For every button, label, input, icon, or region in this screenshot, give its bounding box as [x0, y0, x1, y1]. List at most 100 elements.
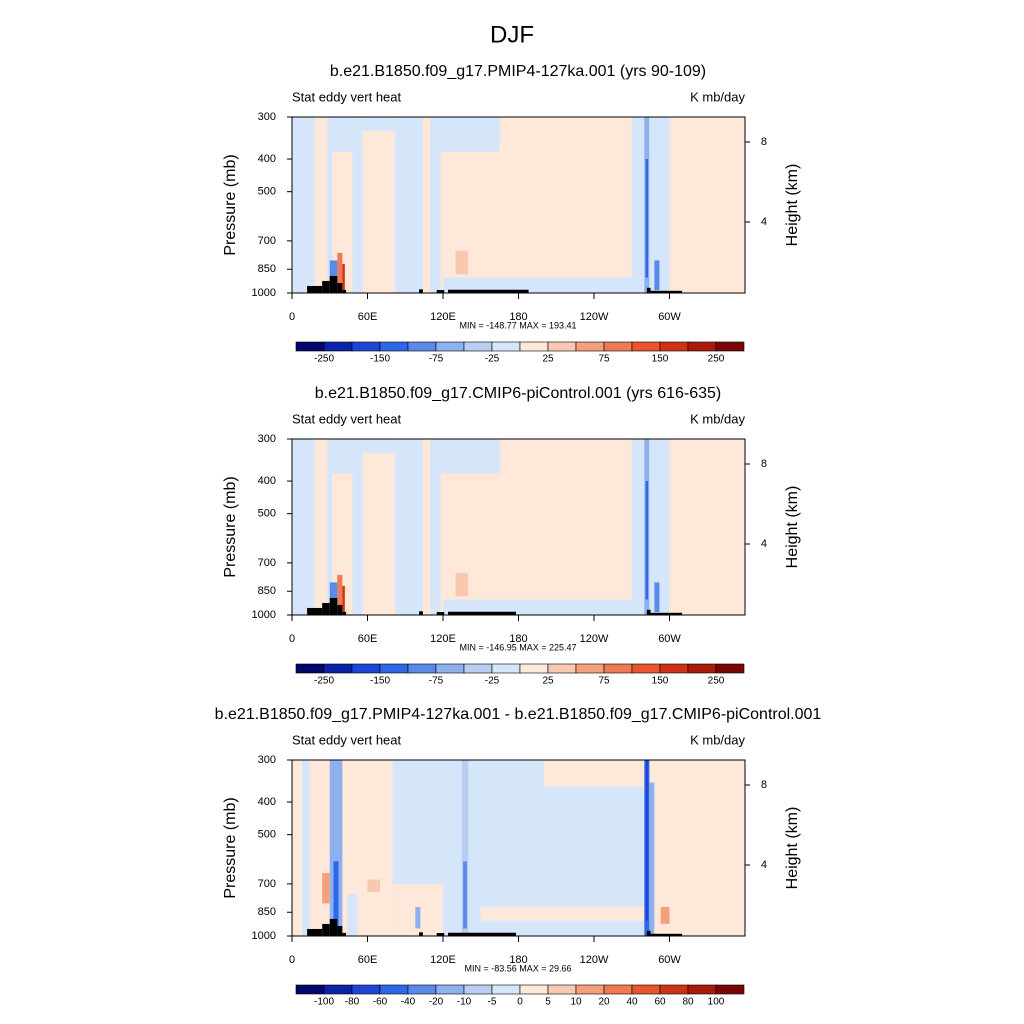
contour-fill	[650, 290, 683, 293]
contour-fill	[419, 611, 423, 615]
contour-fill	[669, 439, 745, 615]
x-tick-label: 60E	[358, 311, 378, 323]
contour-fill	[327, 117, 333, 293]
x-tick-label: 0	[289, 633, 295, 645]
contour-fill	[367, 879, 381, 892]
colorbar-box	[491, 984, 521, 995]
colorbar-label: 20	[598, 997, 610, 1008]
colorbar-label: -25	[485, 354, 500, 365]
contour-fill	[654, 260, 660, 291]
contour-fill	[327, 439, 333, 615]
colorbar-label: -250	[314, 354, 334, 365]
contour-fill	[660, 906, 670, 924]
contour-fill	[480, 906, 645, 921]
colorbar-label: 150	[652, 676, 669, 687]
colorbar-label: -150	[370, 676, 390, 687]
y-tick-label: 1000	[252, 930, 276, 942]
x-tick-label: 60W	[658, 311, 681, 323]
contour-fill	[307, 928, 323, 936]
x-tick-label: 0	[289, 311, 295, 323]
min-max-stats: MIN = -83.56 MAX = 29.66	[464, 963, 571, 973]
y-tick-label: 500	[258, 829, 276, 841]
contour-fill	[463, 861, 467, 929]
colorbar-box	[547, 341, 577, 352]
left-string: Stat eddy vert heat	[292, 732, 402, 747]
colorbar-box	[715, 984, 745, 995]
x-tick-label: 180	[509, 954, 527, 966]
y-tick-label: 400	[258, 475, 276, 487]
x-tick-label: 60W	[658, 633, 681, 645]
contour-fill	[631, 439, 645, 615]
y-tick-label: 850	[258, 263, 276, 275]
colorbar-box	[295, 663, 325, 674]
contour-fill	[332, 117, 353, 152]
contour-fill	[307, 285, 323, 293]
contour-fill	[436, 933, 445, 936]
y-tick-label: 300	[258, 111, 276, 123]
colorbar-box	[547, 663, 577, 674]
colorbar-box	[491, 341, 521, 352]
contour-fill	[440, 439, 500, 474]
x-tick-label: 120E	[430, 633, 456, 645]
contour-fill	[322, 280, 330, 293]
contour-fill	[631, 117, 645, 293]
colorbar-box	[407, 984, 437, 995]
y-tick-label: 700	[258, 878, 276, 890]
colorbar-box	[295, 984, 325, 995]
colorbar-box	[547, 984, 577, 995]
figure-title: DJF	[490, 21, 534, 48]
contour-fill	[419, 932, 423, 936]
colorbar-box	[379, 984, 409, 995]
x-tick-label: 0	[289, 954, 295, 966]
colorbar-box	[519, 341, 549, 352]
contour-fill	[650, 612, 683, 615]
colorbar-box	[603, 341, 633, 352]
right-string: K mb/day	[690, 411, 745, 426]
contour-fill	[342, 585, 345, 613]
contour-fill	[455, 572, 469, 597]
x-tick-label: 120E	[430, 311, 456, 323]
colorbar-box	[379, 663, 409, 674]
y2-axis-label: Height (km)	[784, 164, 801, 247]
colorbar-box	[435, 341, 465, 352]
contour-fill	[322, 923, 330, 936]
contour-fill	[329, 260, 338, 284]
x-tick-label: 120E	[430, 954, 456, 966]
left-string: Stat eddy vert heat	[292, 89, 402, 104]
colorbar-label: -75	[429, 354, 444, 365]
contour-field	[292, 117, 745, 293]
contour-fill	[342, 263, 345, 291]
colorbar-label: -10	[457, 997, 472, 1008]
colorbar-box	[379, 341, 409, 352]
colorbar-label: -40	[401, 997, 416, 1008]
colorbar-label: -75	[429, 676, 444, 687]
contour-fill	[395, 439, 423, 615]
contour-fill	[448, 932, 516, 936]
colorbar-box	[351, 663, 381, 674]
colorbar-label: -250	[314, 676, 334, 687]
colorbar-box	[715, 663, 745, 674]
contour-fill	[436, 612, 445, 615]
contour-fill	[649, 782, 655, 936]
contour-fill	[430, 117, 441, 293]
contour-fill	[337, 574, 343, 610]
colorbar-box	[351, 984, 381, 995]
colorbar-box	[463, 663, 493, 674]
y2-axis-label: Height (km)	[784, 807, 801, 890]
contour-fill	[646, 930, 651, 936]
contour-fill	[649, 439, 670, 615]
right-string: K mb/day	[690, 732, 745, 747]
colorbar-box	[491, 663, 521, 674]
contour-fill	[440, 117, 500, 152]
colorbar-label: -80	[345, 997, 360, 1008]
contour-fill	[292, 439, 315, 615]
y-tick-label: 850	[258, 906, 276, 918]
x-tick-label: 120W	[580, 954, 609, 966]
contour-fill	[337, 605, 343, 615]
contour-fill	[448, 289, 529, 293]
colorbar-label: 0	[517, 997, 523, 1008]
colorbar-box	[407, 341, 437, 352]
colorbar-label: 25	[542, 676, 554, 687]
contour-fill	[337, 283, 343, 293]
